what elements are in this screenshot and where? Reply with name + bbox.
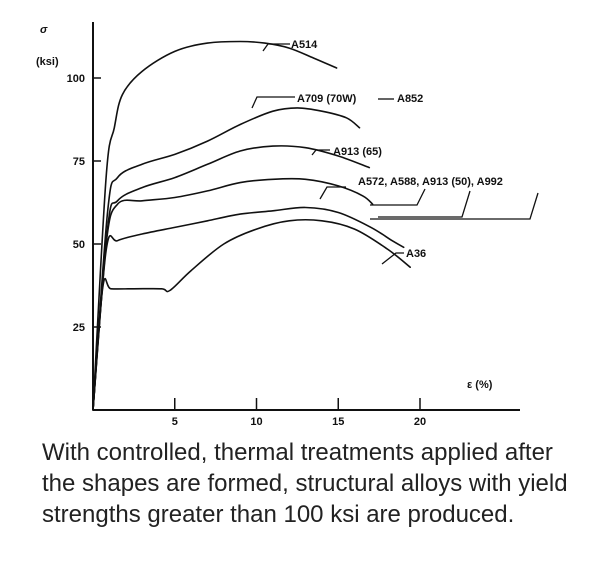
leader-a709	[251, 96, 295, 109]
y-axis-symbol: σ	[40, 24, 48, 36]
curve-yield-plateau	[92, 218, 411, 411]
label-a36: A36	[406, 248, 426, 260]
label-a913-65: A913 (65)	[333, 146, 382, 158]
y-tick-label-50: 50	[73, 239, 85, 251]
stress-strain-chart: 5 10 15 20 25 50 75 100 A514 A709 (70W) A852 A9…	[36, 22, 539, 428]
label-a572-group: A572, A588, A913 (50), A992	[358, 176, 503, 188]
curve-a514	[92, 40, 338, 411]
curve-a36	[92, 206, 405, 411]
x-tick-label-10: 10	[250, 416, 262, 428]
caption: With controlled, thermal treatments appl…	[42, 439, 568, 528]
y-tick-label-25: 25	[73, 322, 85, 334]
curve-a572-a588-a913-50-a992	[92, 177, 374, 411]
leader-a913-65	[311, 149, 330, 156]
leader-a588	[370, 188, 426, 206]
curves	[92, 40, 411, 411]
curve-labels: A514 A709 (70W) A852 A913 (65) A572, A58…	[291, 39, 503, 260]
leader-a572	[319, 186, 346, 200]
x-axis-label: ε (%)	[467, 379, 493, 391]
leader-a913-50	[378, 190, 471, 218]
label-a852: A852	[397, 93, 423, 105]
y-tick-label-100: 100	[67, 73, 85, 85]
axes	[92, 22, 520, 411]
curve-a709-70w-a852	[92, 107, 361, 411]
y-tick-label-75: 75	[73, 156, 85, 168]
ticks: 5 10 15 20 25 50 75 100	[67, 73, 426, 428]
label-leaders	[251, 43, 539, 265]
leader-a992	[370, 192, 539, 220]
leader-a514	[262, 43, 290, 52]
x-tick-label-5: 5	[172, 416, 178, 428]
x-tick-label-20: 20	[414, 416, 426, 428]
curve-a913-65	[92, 145, 371, 411]
label-a709: A709 (70W)	[297, 93, 357, 105]
leader-a36	[381, 252, 404, 265]
x-tick-label-15: 15	[332, 416, 344, 428]
y-axis-unit: (ksi)	[36, 56, 59, 68]
label-a514: A514	[291, 39, 318, 51]
